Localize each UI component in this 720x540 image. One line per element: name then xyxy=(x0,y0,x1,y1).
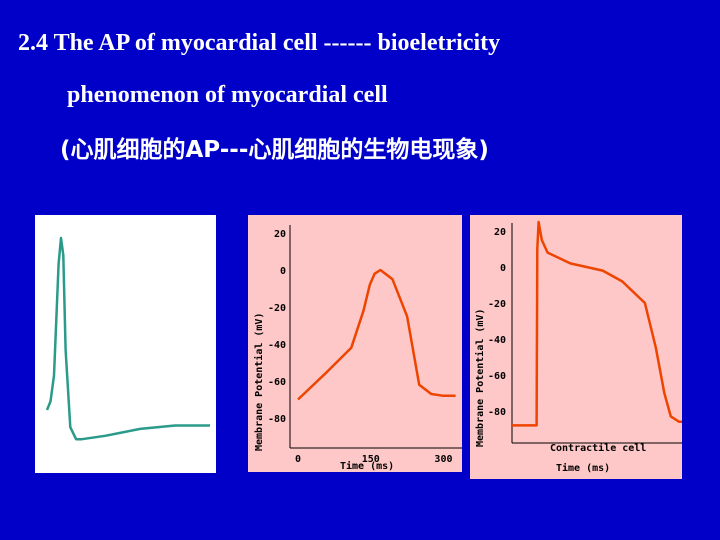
chart-teal-ap xyxy=(45,236,210,441)
y-tick-label: 20 xyxy=(274,229,286,240)
svg-text:Membrane Potential (mV): Membrane Potential (mV) xyxy=(253,313,265,451)
y-tick-label: -20 xyxy=(488,299,506,310)
chart-pacemaker-ap: Membrane Potential (mV) 200-20-40-60-80 … xyxy=(253,225,462,472)
x-axis-label: Time (ms) xyxy=(340,460,394,472)
y-tick-label: -80 xyxy=(268,414,286,425)
y-tick-label: -60 xyxy=(488,371,506,382)
chart-contractile-ap: Membrane Potential (mV) 200-20-40-60-80 … xyxy=(474,220,684,474)
x-axis-label: Time (ms) xyxy=(556,462,610,474)
y-tick-label: -40 xyxy=(488,335,506,346)
x-tick-label: 0 xyxy=(295,454,301,465)
x-tick-label: 300 xyxy=(434,454,452,465)
y-tick-label: -40 xyxy=(268,340,286,351)
pacemaker-ap-trace xyxy=(297,268,456,401)
slide-title-line1: 2.4 The AP of myocardial cell ------ bio… xyxy=(18,30,501,56)
y-tick-label: -60 xyxy=(268,377,286,388)
svg-text:Membrane Potential (mV): Membrane Potential (mV) xyxy=(474,309,486,447)
chart-panel-contractile-ap: Membrane Potential (mV) 20 0 -20 -40 -60 -80 … xyxy=(470,215,684,479)
y-axis-label: Membrane Potential (mV) xyxy=(474,309,486,447)
y-tick-label: 20 xyxy=(494,227,506,238)
chart-panel-teal-ap xyxy=(35,215,216,473)
y-tick-label: 0 xyxy=(500,263,506,274)
contractile-cell-annotation: Contractile cell xyxy=(550,442,646,454)
slide-title-line2: phenomenon of myocardial cell xyxy=(67,82,388,108)
y-tick-label: -20 xyxy=(268,303,286,314)
y-tick-label: -80 xyxy=(488,407,506,418)
chart-panel-pacemaker-ap: Membrane Potential (mV) 20 0 -20 -40 -60 -80 … xyxy=(248,215,462,472)
x-tick-label: 150 xyxy=(362,454,380,465)
y-tick-label: 0 xyxy=(280,266,286,277)
slide-title-chinese: (心肌细胞的AP---心肌细胞的生物电现象) xyxy=(60,137,489,163)
contractile-ap-trace xyxy=(512,220,684,427)
y-axis-label: Membrane Potential (mV) xyxy=(253,313,265,451)
teal-ap-trace xyxy=(45,236,210,441)
